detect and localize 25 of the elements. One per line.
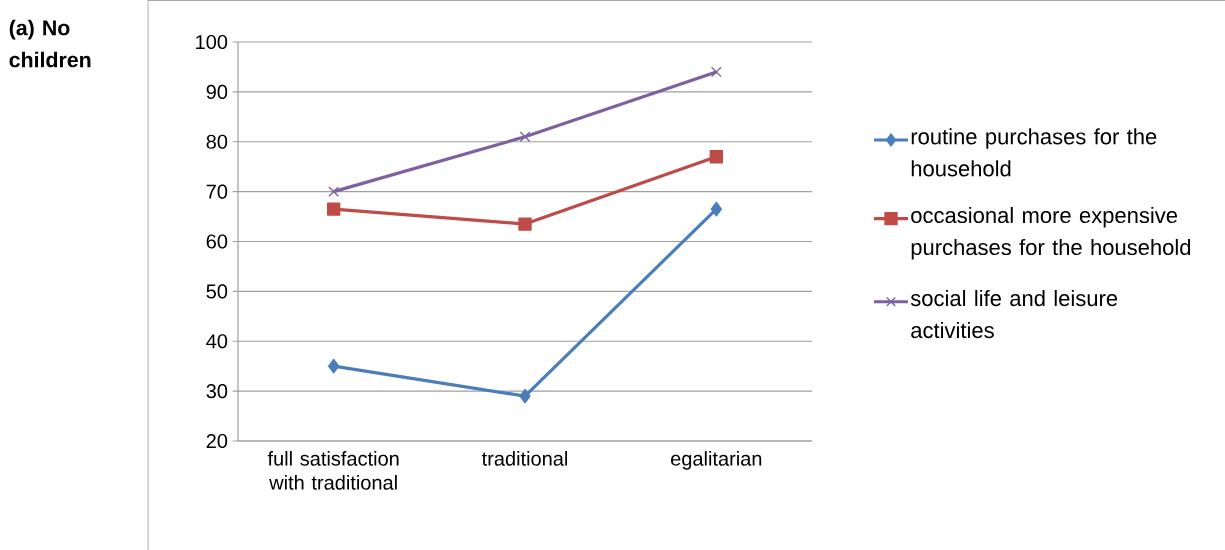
y-tick-label: 100 — [196, 34, 228, 50]
legend-label: social life and leisure activities — [910, 290, 1118, 339]
point — [327, 202, 341, 216]
y-tick-label: 40 — [206, 334, 228, 349]
y-tick-label: 60 — [206, 234, 228, 249]
text: (a) No children — [9, 19, 91, 68]
x-tick-label: traditional — [481, 451, 567, 466]
y-tick-label: 90 — [206, 84, 228, 99]
x-tick-label: egalitarian — [671, 451, 762, 470]
legend-label: occasional more expensive purchases for the household — [911, 206, 1191, 260]
y-tick-label: 50 — [206, 284, 228, 299]
point — [518, 217, 532, 231]
point — [328, 186, 340, 198]
point — [710, 201, 723, 217]
point — [519, 388, 531, 404]
y-tick-label: 80 — [206, 134, 228, 149]
y-tick-label: 70 — [206, 184, 228, 199]
y-tick-label: 20 — [206, 433, 228, 449]
x-tick-label: full satisfaction with traditional — [267, 451, 399, 490]
point — [709, 150, 724, 164]
point — [519, 131, 531, 143]
legend-label: routine purchases for the household — [911, 128, 1157, 177]
point — [328, 358, 340, 374]
point — [710, 66, 722, 78]
y-tick-label: 30 — [206, 384, 228, 399]
